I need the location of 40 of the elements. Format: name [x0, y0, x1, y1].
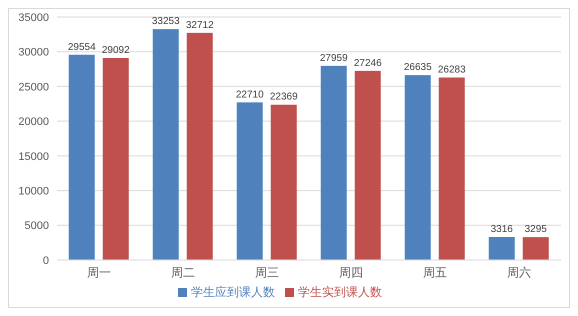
- bar: [102, 58, 129, 260]
- y-tick-label: 5000: [24, 220, 49, 232]
- y-tick-label: 0: [42, 254, 49, 267]
- bar: [522, 237, 549, 260]
- legend-label: 学生应到课人数: [191, 285, 275, 299]
- data-label: 22369: [270, 92, 298, 103]
- y-tick-label: 30000: [18, 46, 49, 59]
- data-label: 26635: [404, 62, 432, 74]
- bar: [152, 29, 179, 260]
- data-label: 32712: [186, 20, 214, 31]
- bar: [438, 78, 465, 260]
- y-tick-label: 10000: [18, 185, 49, 198]
- data-label: 27246: [354, 58, 382, 69]
- data-label: 26283: [438, 64, 466, 76]
- x-tick-label: 周四: [339, 266, 363, 280]
- bar: [320, 66, 347, 260]
- bar: [404, 75, 431, 260]
- x-tick-label: 周二: [171, 266, 195, 280]
- y-tick-label: 25000: [18, 81, 49, 94]
- x-tick-label: 周三: [255, 266, 279, 280]
- bar: [186, 32, 213, 260]
- y-tick-label: 20000: [18, 116, 49, 128]
- x-tick-label: 周六: [507, 266, 531, 280]
- data-label: 29554: [68, 42, 96, 53]
- bar: [354, 70, 381, 260]
- bar: [488, 236, 515, 260]
- data-label: 33253: [152, 16, 180, 28]
- data-label: 29092: [102, 45, 130, 56]
- data-label: 27959: [320, 52, 348, 64]
- data-label: 3316: [490, 224, 514, 235]
- bar: [270, 104, 297, 260]
- y-tick-label: 15000: [18, 150, 49, 163]
- x-tick-label: 周五: [423, 266, 447, 280]
- bar: [236, 102, 263, 260]
- y-tick-label: 35000: [18, 12, 49, 24]
- data-label: 3295: [524, 224, 548, 236]
- bar: [68, 54, 95, 260]
- x-tick-label: 周一: [87, 266, 111, 280]
- data-label: 22710: [236, 89, 264, 100]
- legend-label: 学生实到课人数: [298, 285, 382, 299]
